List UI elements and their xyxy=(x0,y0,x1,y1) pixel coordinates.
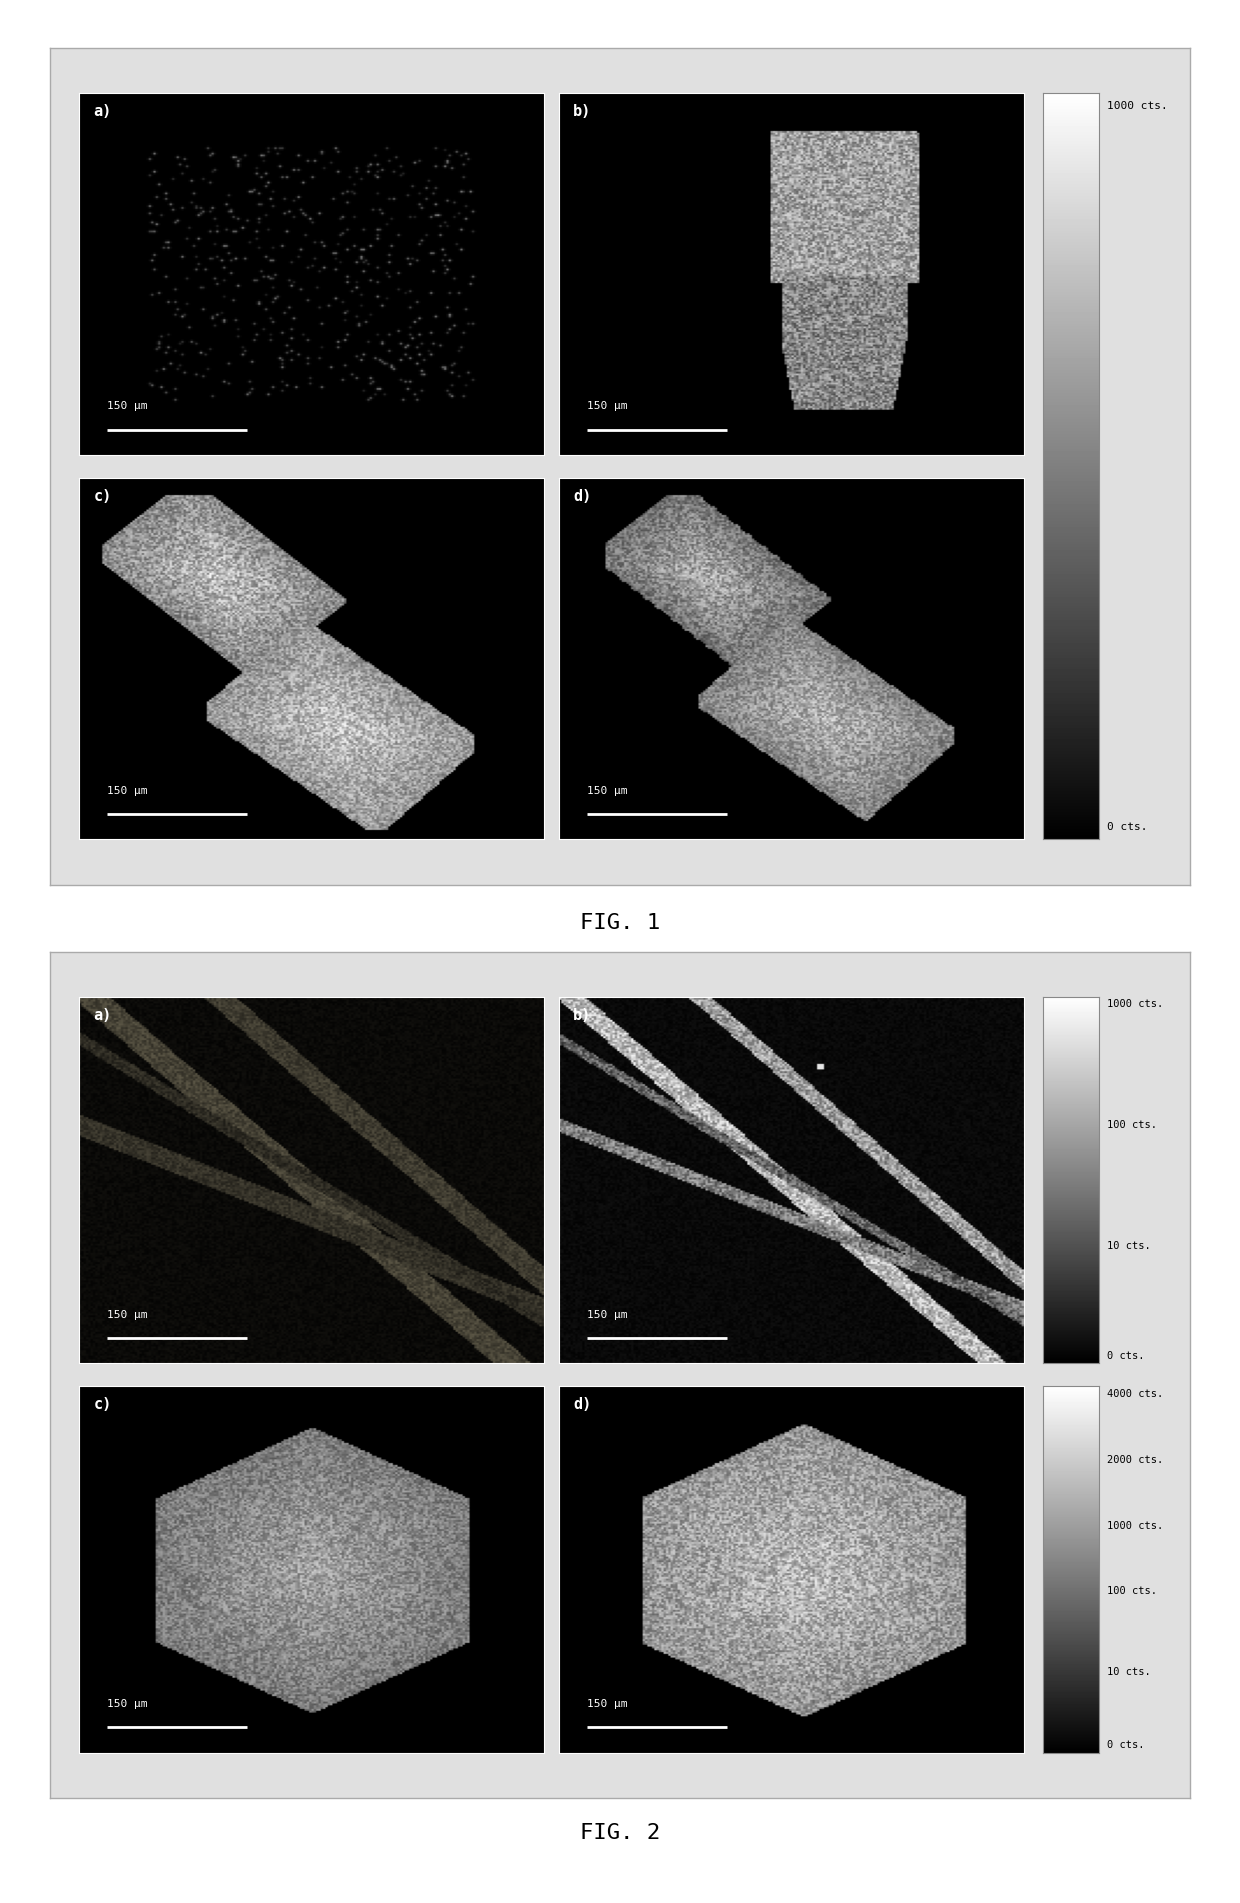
Text: FIG. 2: FIG. 2 xyxy=(580,1823,660,1842)
Text: 1000 cts.: 1000 cts. xyxy=(1107,1520,1163,1530)
Text: 0 cts.: 0 cts. xyxy=(1107,1351,1145,1361)
Text: 100 cts.: 100 cts. xyxy=(1107,1587,1157,1597)
Text: 0 cts.: 0 cts. xyxy=(1107,822,1147,832)
Text: FIG. 1: FIG. 1 xyxy=(580,913,660,932)
Text: 0 cts.: 0 cts. xyxy=(1107,1741,1145,1751)
Text: b): b) xyxy=(573,105,591,120)
Text: c): c) xyxy=(93,489,112,504)
Text: 1000 cts.: 1000 cts. xyxy=(1107,101,1168,110)
Text: 150 μm: 150 μm xyxy=(587,1309,627,1319)
Text: 150 μm: 150 μm xyxy=(107,1699,148,1709)
Text: 150 μm: 150 μm xyxy=(107,1309,148,1319)
Text: b): b) xyxy=(573,1009,591,1024)
Text: 10 cts.: 10 cts. xyxy=(1107,1241,1151,1252)
Text: 4000 cts.: 4000 cts. xyxy=(1107,1389,1163,1399)
Text: d): d) xyxy=(573,1397,591,1412)
Text: 150 μm: 150 μm xyxy=(587,1699,627,1709)
Text: 2000 cts.: 2000 cts. xyxy=(1107,1454,1163,1465)
Text: 150 μm: 150 μm xyxy=(107,402,148,411)
Text: 150 μm: 150 μm xyxy=(587,786,627,795)
Text: c): c) xyxy=(93,1397,112,1412)
Text: 10 cts.: 10 cts. xyxy=(1107,1667,1151,1677)
Text: 150 μm: 150 μm xyxy=(587,402,627,411)
Text: 1000 cts.: 1000 cts. xyxy=(1107,999,1163,1009)
Text: 100 cts.: 100 cts. xyxy=(1107,1121,1157,1130)
Text: 150 μm: 150 μm xyxy=(107,786,148,795)
Text: a): a) xyxy=(93,105,112,120)
Text: a): a) xyxy=(93,1009,112,1024)
Text: d): d) xyxy=(573,489,591,504)
